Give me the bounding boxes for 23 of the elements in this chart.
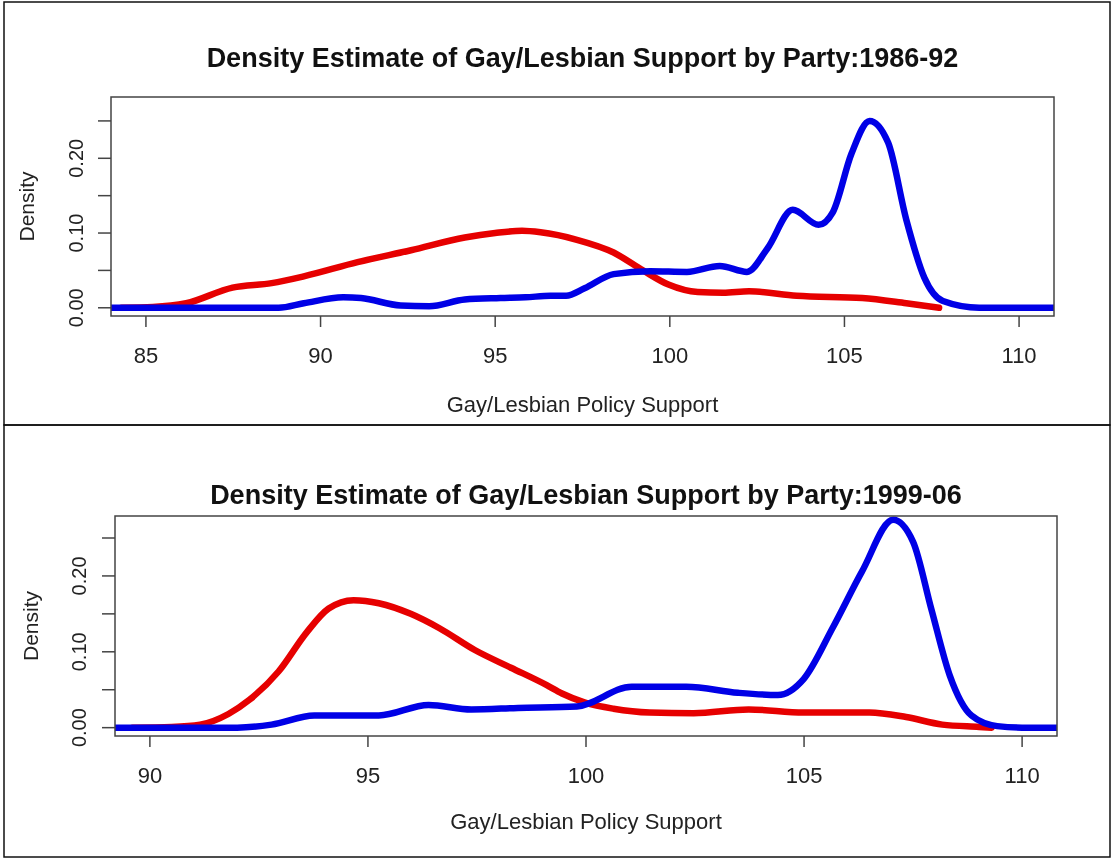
x-tick-label: 105 (785, 762, 823, 788)
x-axis-title: Gay/Lesbian Policy Support (450, 808, 722, 834)
y-axis-title: Density (14, 170, 38, 242)
y-tick-label: 0.10 (68, 632, 90, 672)
x-tick-label: 100 (567, 762, 605, 788)
x-tick-label: 90 (137, 762, 163, 788)
x-tick-label: 105 (826, 342, 863, 368)
x-tick-label: 100 (651, 342, 689, 368)
chart-title: Density Estimate of Gay/Lesbian Support by Party:1986-92 (206, 43, 959, 73)
y-tick-label: 0.10 (65, 213, 87, 253)
y-axis-title: Density (18, 590, 42, 662)
x-tick-label: 110 (1001, 342, 1037, 368)
x-tick-label: 95 (355, 762, 381, 788)
chart-title: Density Estimate of Gay/Lesbian Support by Party:1999-06 (210, 480, 962, 510)
x-axis-title: Gay/Lesbian Policy Support (446, 391, 719, 417)
x-tick-label: 110 (1004, 762, 1040, 788)
x-tick-label: 95 (482, 342, 508, 368)
y-tick-label: 0.20 (65, 138, 87, 178)
x-tick-label: 90 (308, 342, 333, 368)
y-tick-label: 0.00 (68, 708, 90, 748)
x-tick-label: 85 (133, 342, 159, 368)
y-tick-label: 0.20 (68, 556, 90, 596)
y-tick-label: 0.00 (65, 288, 87, 328)
